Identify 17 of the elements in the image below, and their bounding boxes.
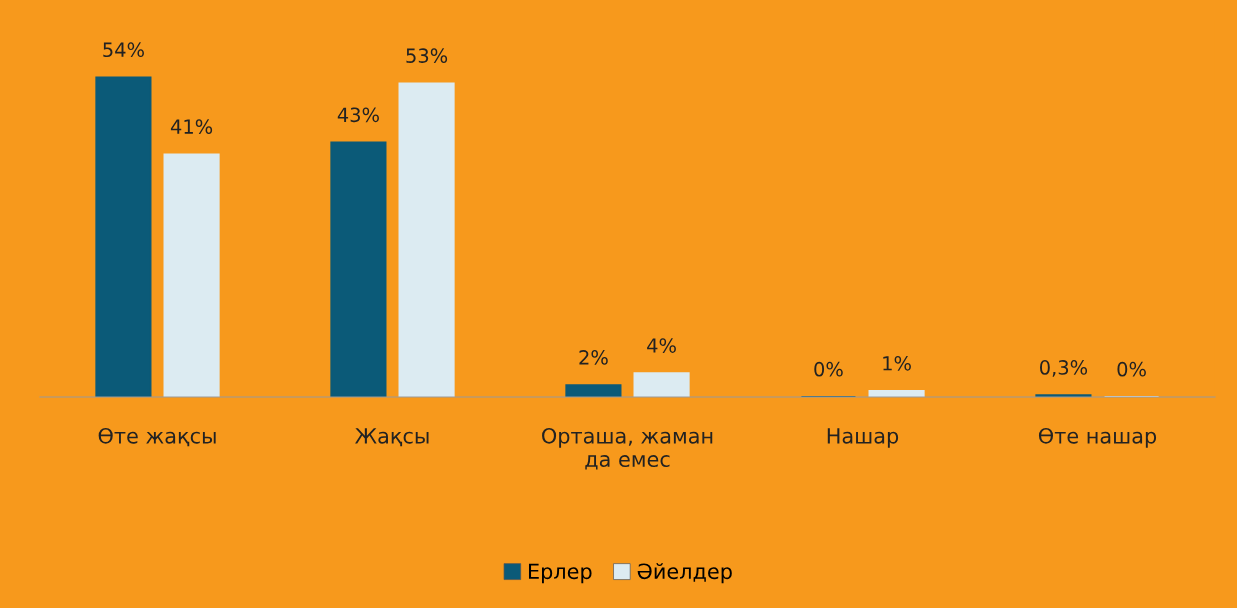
data-label: 53% [406,48,448,63]
data-label: 4% [647,338,676,353]
x-tick-label: Өте нашар [1038,427,1157,448]
x-tick-label: Орташа, жаман да емес [542,427,713,470]
data-label: 43% [337,107,379,123]
data-label: 2% [579,350,608,365]
legend-label: Әйелдер [637,563,732,584]
x-tick-label: Нашар [827,428,899,448]
data-label: 54% [103,42,144,58]
data-label: 1% [883,355,911,371]
x-tick-label: Өте жақсы [98,427,216,447]
data-label: 0% [1117,361,1146,377]
data-label: 0% [814,361,843,377]
data-label: 0,3% [1040,360,1088,377]
legend-label: Ерлер [528,563,592,584]
data-label: 41% [170,119,213,134]
x-tick-label: Жақсы [355,428,429,447]
